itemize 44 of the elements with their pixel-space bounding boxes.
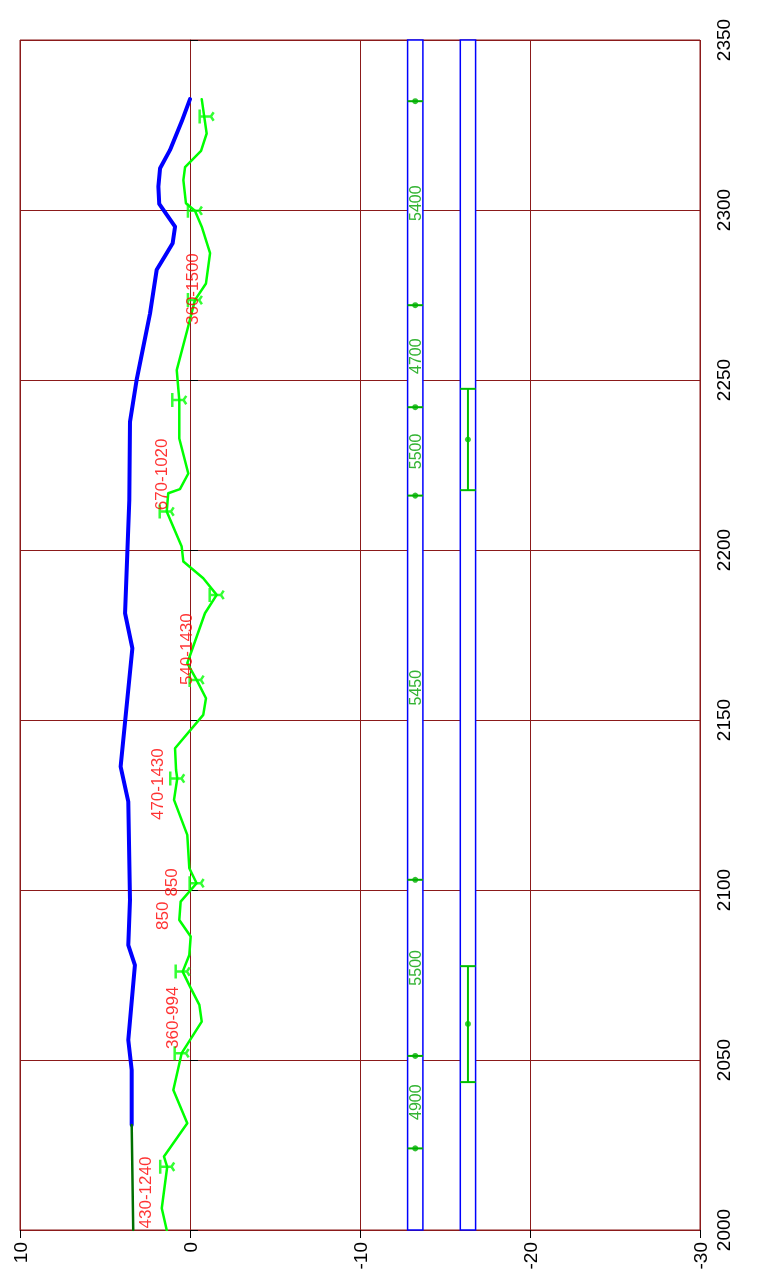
annotation: 360-1500 [182, 253, 202, 326]
point [412, 98, 419, 105]
y-tick-label: 2050 [713, 1038, 734, 1082]
x-tick-label: 10 [9, 1242, 31, 1264]
annotation: 850 [153, 901, 173, 930]
x-tick-label: -20 [519, 1242, 541, 1270]
point [412, 876, 419, 883]
point [158, 1158, 176, 1176]
annotation: 850 [161, 868, 181, 897]
annotation: 470-1430 [147, 748, 167, 821]
x-tick-label: 0 [179, 1242, 201, 1253]
annotation: 5500 [406, 433, 424, 470]
annotation: 5400 [406, 185, 424, 221]
point [188, 874, 205, 892]
y-tick-label: 2200 [713, 528, 734, 572]
annotation: 4900 [406, 1084, 424, 1120]
point [174, 963, 191, 980]
point [464, 1020, 471, 1027]
annotation: 360-994 [162, 986, 182, 1049]
point [412, 1145, 419, 1152]
point [412, 404, 419, 411]
point [171, 391, 188, 409]
point [186, 202, 204, 219]
point [412, 1052, 419, 1059]
y-tick-label: 2000 [713, 1208, 734, 1252]
y-tick-label: 2300 [713, 188, 734, 232]
point [169, 770, 186, 787]
x-tick-label: -10 [349, 1242, 371, 1270]
y-tick-label: 2350 [713, 18, 734, 62]
annotation: 430-1240 [136, 1156, 156, 1229]
annotation: 5450 [406, 669, 424, 706]
point [464, 436, 471, 443]
point [412, 492, 419, 499]
y-tick-label: 2100 [713, 868, 734, 912]
y-tick-label: 2250 [713, 358, 734, 402]
point [198, 108, 215, 125]
annotation: 5500 [406, 949, 424, 986]
annotation: 670-1020 [151, 438, 171, 511]
point [208, 586, 225, 604]
x-tick-label: -30 [689, 1242, 711, 1270]
annotation: 540-1430 [177, 613, 197, 686]
y-tick-label: 2150 [713, 698, 734, 742]
point [412, 302, 419, 309]
annotation: 4700 [406, 338, 424, 374]
